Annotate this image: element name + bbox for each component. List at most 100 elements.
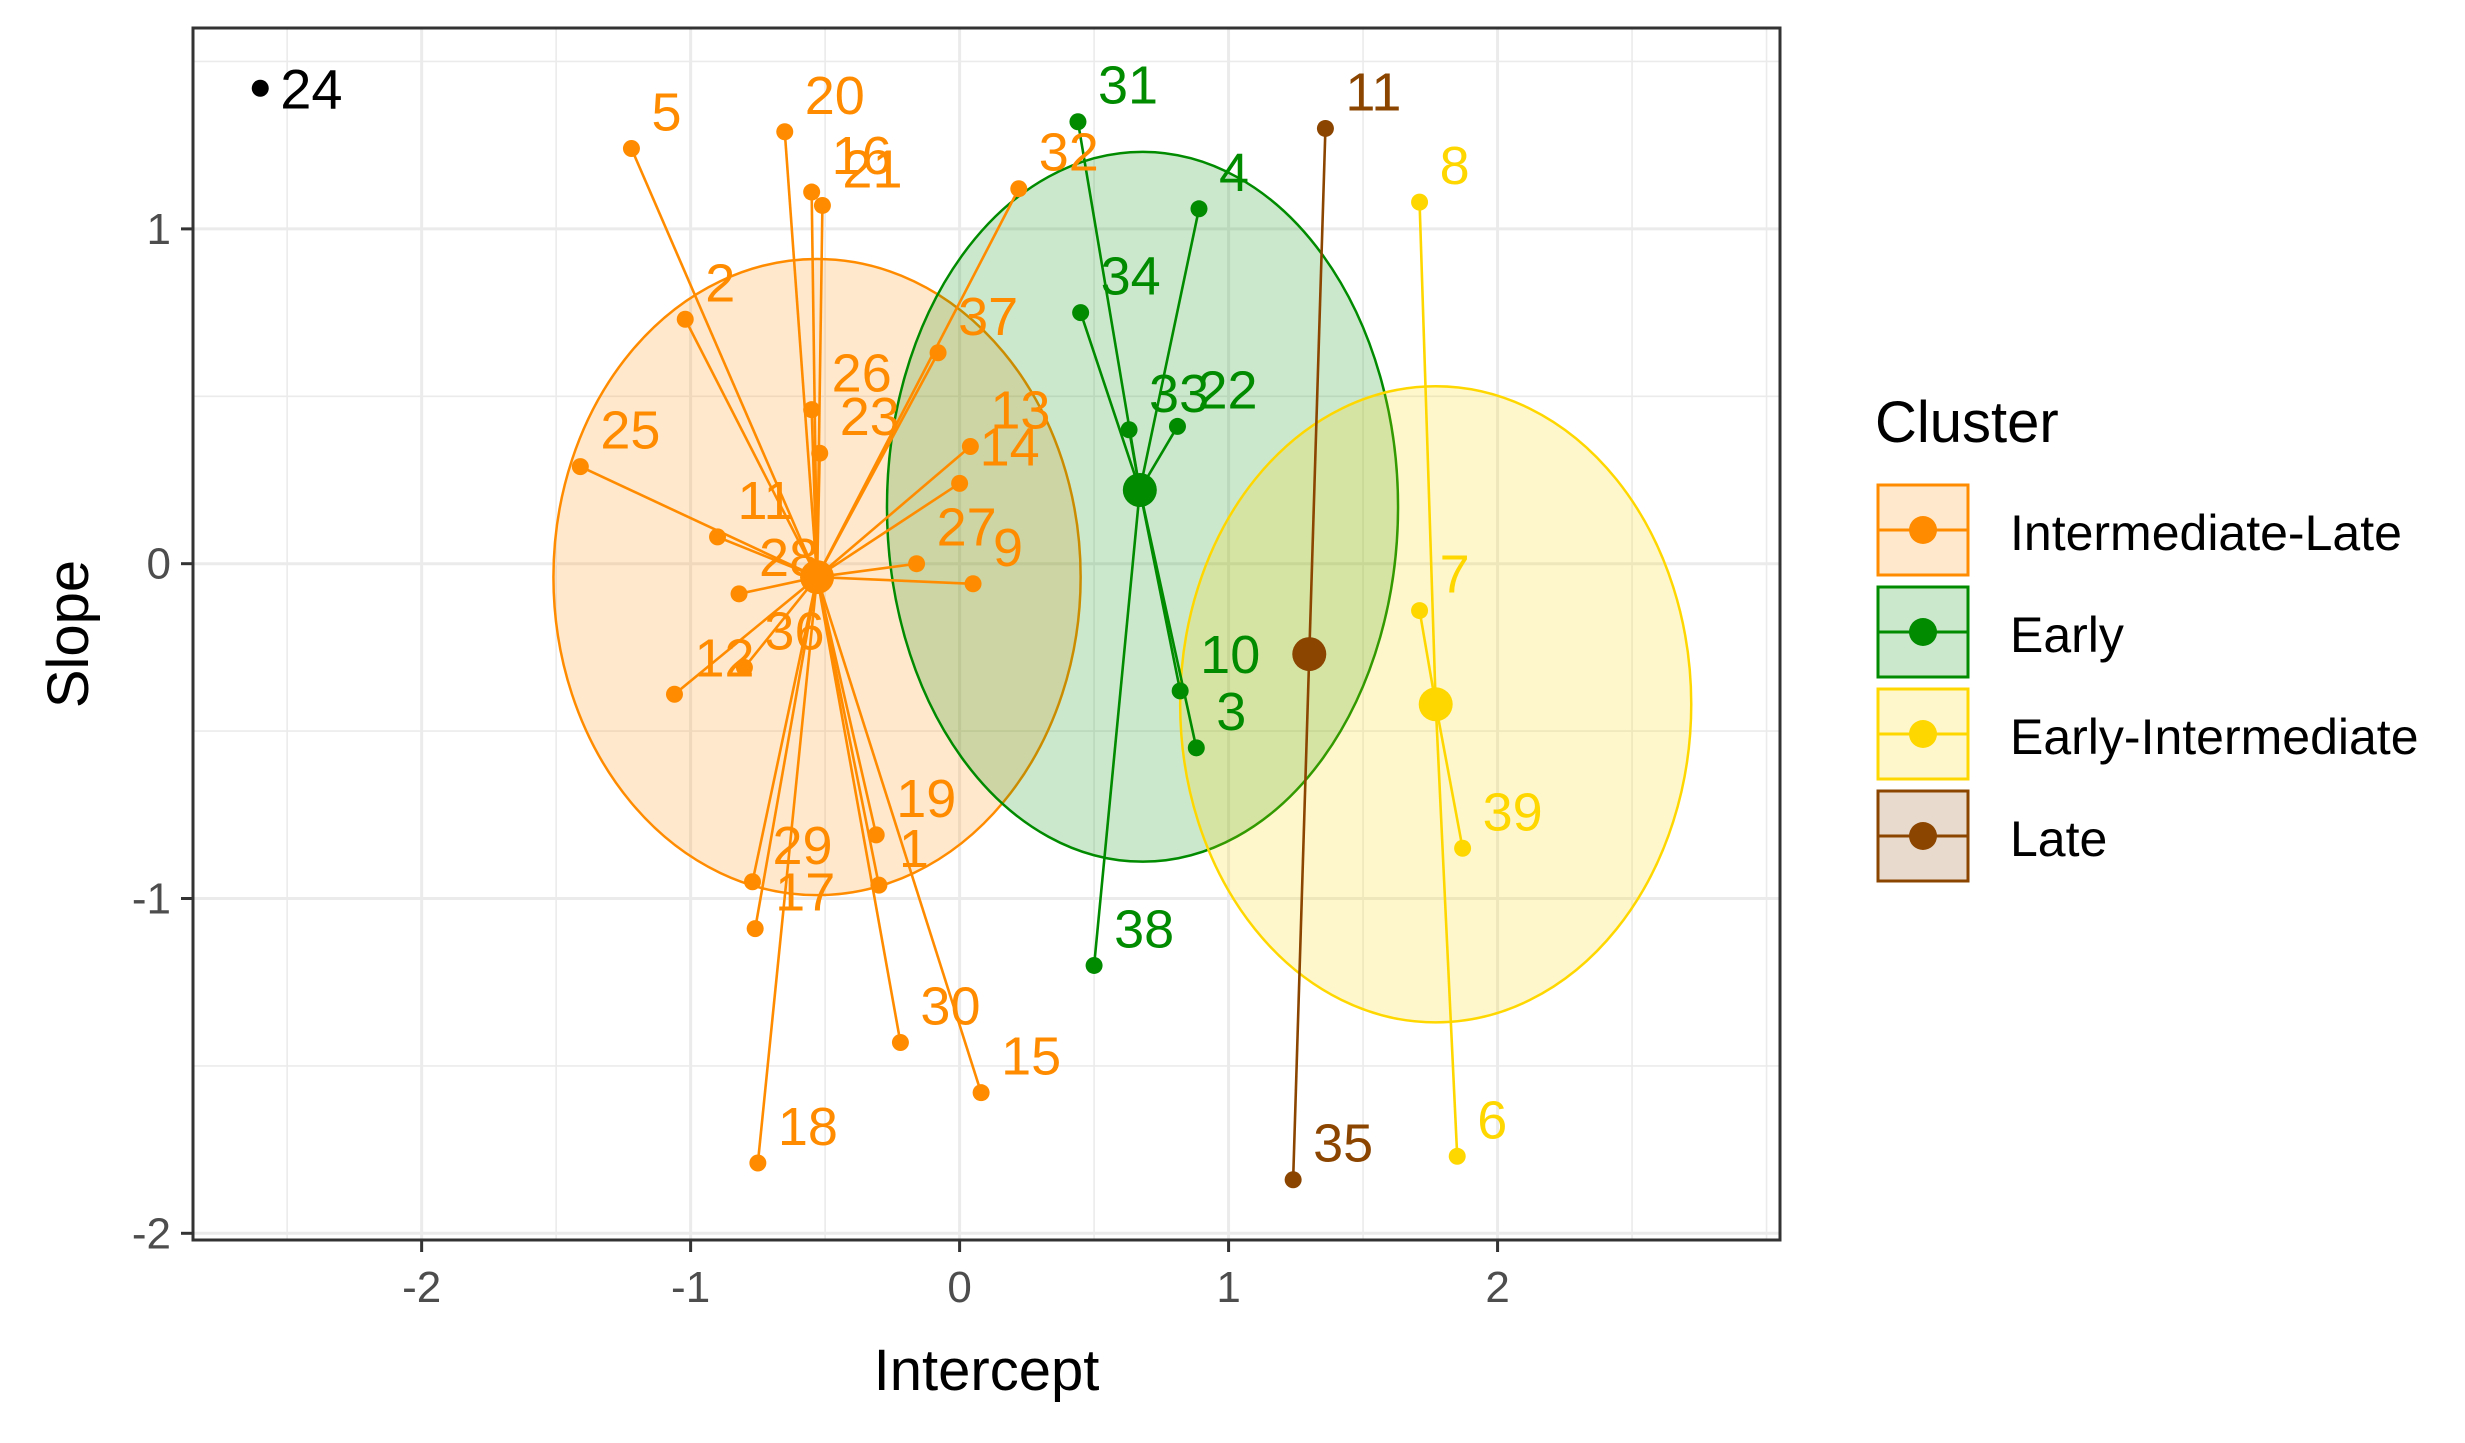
data-point: [1316, 119, 1334, 137]
data-point: [746, 920, 764, 938]
spoke-line: [1092, 489, 1142, 966]
point-label: 19: [896, 769, 956, 829]
point-label: 38: [1114, 899, 1174, 959]
y-axis-title: Slope: [36, 560, 101, 708]
point-label: 18: [778, 1097, 838, 1157]
point-label: 26: [832, 344, 892, 404]
data-point: [251, 79, 269, 97]
data-point: [813, 196, 831, 214]
plot-border: [191, 26, 1782, 1242]
x-tick-label: 2: [1485, 1263, 1509, 1312]
point-label: 23: [840, 387, 900, 447]
x-tick-label: 1: [1216, 1263, 1240, 1312]
spoke-line: [1418, 202, 1438, 705]
spoke-line: [673, 576, 818, 696]
centroid-point: [1122, 473, 1157, 508]
y-tick-label: 0: [147, 540, 171, 589]
point-label: 6: [1477, 1090, 1507, 1150]
y-tick-label: -2: [132, 1209, 171, 1258]
spoke-line: [630, 148, 819, 578]
data-point: [961, 438, 979, 456]
spoke-line: [753, 576, 819, 929]
centroid-point: [1292, 637, 1327, 672]
point-label: 4: [1219, 143, 1249, 203]
point-label: 32: [1039, 123, 1099, 183]
legend-item-early: Early: [1876, 585, 2124, 679]
data-point: [730, 585, 748, 603]
data-point: [743, 873, 761, 891]
y-tick-label: 1: [147, 205, 171, 254]
x-axis-title: Intercept: [874, 1338, 1100, 1403]
spoke-line: [684, 318, 819, 578]
legend-item-intermediate-late: Intermediate-Late: [1876, 483, 2402, 577]
spoke-line: [816, 445, 972, 579]
point-label: 29: [772, 816, 832, 876]
x-tick-label: 0: [947, 1263, 971, 1312]
data-point: [749, 1154, 767, 1172]
centroid-point: [800, 560, 835, 595]
data-point: [867, 826, 885, 844]
data-point: [1448, 1147, 1466, 1165]
point-label: 30: [920, 976, 980, 1036]
spoke-line: [717, 535, 818, 579]
data-point: [1190, 200, 1208, 218]
data-point: [1171, 682, 1189, 700]
data-point: [870, 876, 888, 894]
axes: -2 -1 0 1 210-1-2: [132, 205, 1510, 1312]
data-point: [709, 528, 727, 546]
legend-label: Early: [2010, 607, 2124, 663]
x-tick-label: -2: [402, 1263, 441, 1312]
data-point: [803, 183, 821, 201]
point-label: 16: [832, 126, 892, 186]
point-label: 35: [1313, 1114, 1373, 1174]
legend-label: Early-Intermediate: [2010, 709, 2419, 765]
point-label: 14: [980, 417, 1040, 477]
point-label: 12: [694, 628, 754, 688]
data-point: [1411, 602, 1429, 620]
spoke-line: [756, 576, 819, 1164]
spoke-line: [751, 576, 819, 883]
point-label: 2: [705, 253, 735, 313]
legend-label: Intermediate-Late: [2010, 505, 2402, 561]
spoke-line: [815, 352, 940, 578]
point-label: 34: [1101, 247, 1161, 307]
legend-key-point: [1909, 720, 1937, 748]
legend-label: Late: [2010, 811, 2107, 867]
data-point: [1168, 417, 1186, 435]
data-point: [1069, 113, 1087, 131]
x-tick-label: -1: [671, 1263, 710, 1312]
spoke-line: [1138, 489, 1198, 749]
data-point: [571, 458, 589, 476]
point-label: 20: [805, 66, 865, 126]
legend-key-point: [1909, 822, 1937, 850]
y-tick-label: -1: [132, 874, 171, 923]
grid-lines: [193, 28, 1780, 1240]
spoke-line: [579, 465, 818, 579]
spoke-line: [743, 576, 819, 669]
legend: Cluster Intermediate-Late Early Early-Inter…: [1875, 390, 2419, 883]
spoke-line: [1434, 704, 1459, 1157]
point-label: 17: [775, 863, 835, 923]
legend-item-early-intermediate: Early-Intermediate: [1876, 687, 2419, 781]
point-label: 31: [1098, 56, 1158, 116]
data-point: [1120, 421, 1138, 439]
data-point: [776, 123, 794, 141]
point-label: 1: [899, 819, 929, 879]
spoke-line: [815, 453, 822, 578]
point-label: 5: [651, 83, 681, 143]
data-point: [964, 575, 982, 593]
spoke-line: [1079, 312, 1142, 491]
spoke-line: [810, 409, 819, 578]
point-label: 9: [993, 518, 1023, 578]
data-point: [811, 444, 829, 462]
spoke-line: [1307, 128, 1327, 655]
point-label: 21: [842, 139, 902, 199]
point-label: 36: [764, 601, 824, 661]
data-point: [1010, 180, 1028, 198]
legend-key-point: [1909, 618, 1937, 646]
point-label: 24: [280, 57, 342, 120]
point-label: 22: [1197, 360, 1257, 420]
legend-key-point: [1909, 516, 1937, 544]
point-label: 25: [600, 401, 660, 461]
